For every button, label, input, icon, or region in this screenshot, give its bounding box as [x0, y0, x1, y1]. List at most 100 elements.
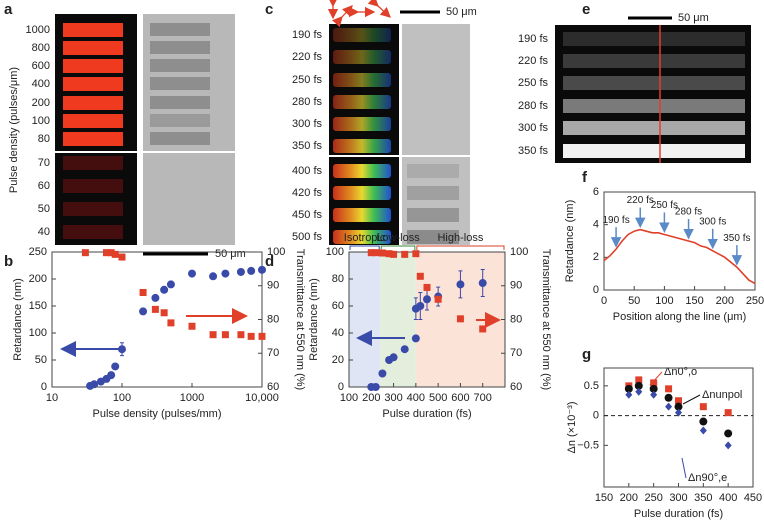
stripe: [63, 114, 123, 128]
x-tick-label: 250: [746, 295, 764, 307]
point: [423, 283, 431, 291]
y-tick-label: 0: [338, 381, 344, 393]
point: [221, 331, 229, 339]
point: [90, 380, 99, 389]
panel-letter: a: [4, 1, 13, 18]
x-tick-label: 300: [669, 492, 687, 504]
stripe: [150, 23, 210, 36]
point: [378, 369, 387, 378]
stripe: [63, 225, 123, 239]
stripe: [333, 95, 391, 109]
x-tick-label: 250: [644, 492, 662, 504]
row-label: 400: [32, 78, 50, 90]
point: [635, 387, 643, 396]
point: [479, 325, 487, 333]
x-tick-label: 1000: [180, 392, 204, 404]
y2-tick-label: 60: [267, 381, 279, 393]
point: [107, 249, 115, 257]
point: [236, 267, 245, 276]
y-tick-label: 100: [326, 246, 344, 258]
point: [221, 269, 230, 278]
region-bracket: [349, 245, 380, 250]
point: [456, 280, 465, 289]
y-tick-label: 0.5: [584, 380, 599, 392]
row-label: 70: [38, 157, 50, 169]
stripe: [563, 32, 745, 46]
point: [139, 307, 148, 316]
panel-letter: d: [265, 253, 274, 270]
plot-frame: [603, 191, 756, 291]
x-tick-label: 100: [113, 392, 131, 404]
row-label: 250 fs: [292, 74, 322, 86]
point: [456, 315, 464, 323]
point: [372, 249, 380, 257]
point: [390, 250, 398, 258]
x-tick-label: 500: [429, 392, 447, 404]
x-tick-label: 200: [620, 492, 638, 504]
point: [634, 381, 643, 390]
point: [385, 250, 393, 258]
stripe: [63, 41, 123, 55]
point: [209, 331, 217, 339]
point: [724, 409, 732, 417]
point: [389, 353, 398, 362]
point: [665, 402, 673, 411]
stripe: [333, 186, 391, 200]
y-tick-label: −0.5: [577, 439, 599, 451]
legend-label: Δnunpol: [702, 389, 742, 401]
point: [160, 309, 168, 317]
point: [111, 250, 119, 258]
point: [151, 305, 159, 313]
row-label: 420 fs: [292, 187, 322, 199]
x-axis-label: Pulse density (pulses/mm): [93, 408, 222, 420]
stripe: [563, 144, 745, 158]
x-tick-label: 350: [694, 492, 712, 504]
point: [416, 302, 425, 310]
point: [674, 402, 683, 411]
stripe: [150, 132, 210, 145]
row-label: 100: [32, 115, 50, 127]
row-label: 600: [32, 60, 50, 72]
stripe: [63, 202, 123, 216]
stripe: [63, 156, 123, 170]
stripe: [333, 28, 391, 42]
y-tick-label: 100: [29, 327, 47, 339]
x-tick-label: 100: [340, 392, 358, 404]
x-tick-label: 50: [628, 295, 640, 307]
point: [675, 397, 682, 405]
x-tick-label: 100: [655, 295, 673, 307]
row-label: 220 fs: [292, 51, 322, 63]
point: [411, 334, 420, 343]
stripe: [150, 77, 210, 90]
legend-leader: [682, 394, 701, 405]
panel-letter: g: [582, 346, 591, 363]
point: [111, 362, 120, 371]
y-axis-label: Retardance (nm): [12, 278, 24, 361]
stripe: [333, 230, 391, 244]
point: [151, 293, 160, 302]
row-label: 80: [38, 133, 50, 145]
stripe: [407, 208, 459, 222]
annotation: 300 fs: [699, 216, 726, 227]
x-axis-label: Pulse duration (fs): [634, 508, 723, 520]
x-tick-label: 150: [685, 295, 703, 307]
y-tick-label: 40: [332, 327, 344, 339]
point: [664, 393, 673, 402]
y2-axis-label: Transmittance at 550 nm (%): [294, 249, 306, 390]
legend-label: Δn90°,e: [688, 472, 727, 484]
point: [118, 253, 126, 261]
point: [416, 272, 424, 280]
row-label: 800: [32, 42, 50, 54]
stripe: [407, 230, 459, 244]
point: [624, 384, 633, 393]
row-label: 500 fs: [292, 231, 322, 243]
row-label: 280 fs: [292, 96, 322, 108]
stripe: [63, 23, 123, 37]
legend-leader: [649, 371, 663, 386]
plot-frame: [51, 251, 263, 388]
point: [378, 249, 386, 257]
scale-label: 50 μm: [678, 12, 709, 24]
region-bracket: [380, 245, 416, 250]
point: [188, 269, 196, 278]
y-tick-label: 150: [29, 300, 47, 312]
